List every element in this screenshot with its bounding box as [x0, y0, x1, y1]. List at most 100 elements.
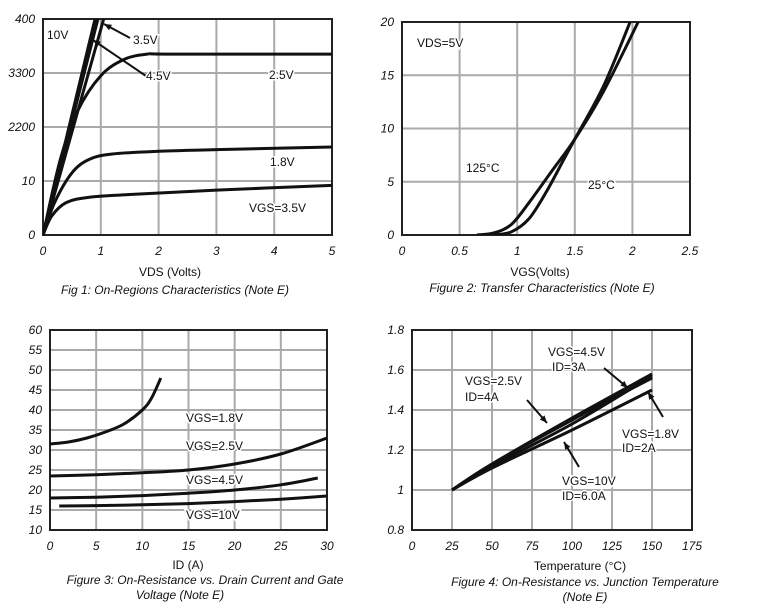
annotation-label: VGS=10V — [186, 508, 240, 522]
x-tick-label: 2 — [154, 244, 162, 258]
x-tick-label: 5 — [93, 539, 100, 553]
figure-caption: Figure 4: On-Resistance vs. Junction Tem… — [451, 575, 719, 589]
arrow-head-icon — [564, 442, 571, 450]
plot-frame — [401, 21, 691, 236]
series-line — [476, 22, 640, 235]
y-tick-label: 40 — [29, 403, 43, 417]
x-tick-label: 100 — [562, 539, 582, 553]
annotation-label: VGS=1.8V — [622, 427, 679, 441]
figure-caption: Figure 3: On-Resistance vs. Drain Curren… — [67, 573, 344, 587]
x-axis-label: VGS(Volts) — [510, 265, 569, 279]
arrow-head-icon — [93, 40, 101, 47]
arrow-head-icon — [104, 24, 112, 31]
x-tick-label: 25 — [273, 539, 288, 553]
x-tick-label: 0 — [40, 244, 47, 258]
y-tick-label: 15 — [29, 503, 43, 517]
annotation-label: 1.8V — [270, 155, 295, 169]
y-tick-label: 0 — [28, 228, 35, 242]
y-tick-label: 10 — [29, 523, 43, 537]
x-tick-label: 1 — [514, 244, 521, 258]
annotation-label: VDS=5V — [417, 36, 463, 50]
annotation-label: VGS=10V — [562, 474, 616, 488]
arrow-head-icon — [620, 380, 628, 388]
y-tick-label: 10 — [22, 174, 36, 188]
x-tick-label: 1 — [97, 244, 104, 258]
annotation-label: 4.5V — [146, 69, 171, 83]
series-line — [59, 494, 327, 508]
annotation-label: ID=2A — [622, 441, 656, 455]
x-tick-label: 1.5 — [566, 244, 583, 258]
plot-frame — [49, 329, 328, 531]
x-axis-label: VDS (Volts) — [139, 265, 201, 279]
x-tick-label: 150 — [642, 539, 662, 553]
x-tick-label: 2 — [628, 244, 636, 258]
y-tick-label: 55 — [29, 343, 43, 357]
y-tick-label: 45 — [29, 383, 43, 397]
x-tick-label: 0 — [47, 539, 54, 553]
annotation-label: VGS=2.5V — [465, 374, 522, 388]
x-tick-label: 2.5 — [681, 244, 699, 258]
y-tick-label: 3300 — [8, 66, 35, 80]
annotation-label: VGS=2.5V — [186, 439, 243, 453]
x-tick-label: 3 — [213, 244, 220, 258]
x-tick-label: 175 — [682, 539, 702, 553]
x-tick-label: 10 — [136, 539, 150, 553]
x-tick-label: 4 — [271, 244, 278, 258]
plot-frame — [42, 18, 333, 236]
x-tick-label: 50 — [485, 539, 499, 553]
figure-caption: Figure 2: Transfer Characteristics (Note… — [429, 281, 654, 295]
y-tick-label: 400 — [15, 12, 35, 26]
annotation-label: VGS=1.8V — [186, 411, 243, 425]
series-line — [50, 476, 319, 500]
series-line — [43, 145, 332, 235]
series-line — [451, 388, 653, 492]
y-tick-label: 1.6 — [387, 363, 404, 377]
x-tick-label: 30 — [320, 539, 334, 553]
series-line — [43, 52, 332, 235]
figure-caption-line2: (Note E) — [563, 590, 608, 604]
y-tick-label: 1.8 — [387, 323, 404, 337]
y-tick-label: 0.8 — [387, 523, 404, 537]
y-tick-label: 5 — [387, 175, 394, 189]
series-line — [43, 183, 332, 235]
x-tick-label: 0 — [399, 244, 406, 258]
x-tick-label: 0.5 — [451, 244, 468, 258]
annotation-label: ID=4A — [465, 390, 499, 404]
figure-caption: Fig 1: On-Regions Characteristics (Note … — [61, 283, 289, 297]
annotation-arrow — [92, 39, 147, 77]
y-tick-label: 2200 — [7, 120, 35, 134]
series-line — [50, 436, 327, 478]
y-tick-label: 1.4 — [387, 403, 404, 417]
annotation-label: ID=6.0A — [562, 489, 606, 503]
y-tick-label: 1 — [397, 483, 404, 497]
annotation-label: 10V — [47, 28, 68, 42]
series-line — [493, 22, 632, 235]
annotation-label: VGS=4.5V — [186, 473, 243, 487]
x-tick-label: 15 — [182, 539, 196, 553]
y-tick-label: 20 — [28, 483, 43, 497]
y-tick-label: 25 — [28, 463, 43, 477]
figure-caption-line2: Voltage (Note E) — [136, 588, 224, 602]
y-tick-label: 0 — [387, 228, 394, 242]
annotation-label: VGS=3.5V — [249, 201, 306, 215]
x-tick-label: 20 — [227, 539, 242, 553]
annotation-label: ID=3A — [552, 360, 586, 374]
y-tick-label: 60 — [29, 323, 43, 337]
y-tick-label: 15 — [381, 68, 395, 82]
annotation-label: VGS=4.5V — [548, 345, 605, 359]
y-tick-label: 10 — [381, 122, 395, 136]
annotation-label: 3.5V — [133, 33, 158, 47]
arrow-head-icon — [648, 392, 655, 400]
x-tick-label: 5 — [329, 244, 336, 258]
x-tick-label: 25 — [444, 539, 459, 553]
y-tick-label: 50 — [29, 363, 43, 377]
x-axis-label: ID (A) — [172, 558, 203, 572]
annotation-label: 125°C — [466, 161, 500, 175]
y-tick-label: 1.2 — [387, 443, 404, 457]
annotation-label: 25°C — [588, 178, 615, 192]
series-line — [50, 377, 163, 446]
annotation-label: 2.5V — [269, 68, 294, 82]
y-tick-label: 20 — [380, 15, 395, 29]
arrow-head-icon — [539, 415, 547, 423]
